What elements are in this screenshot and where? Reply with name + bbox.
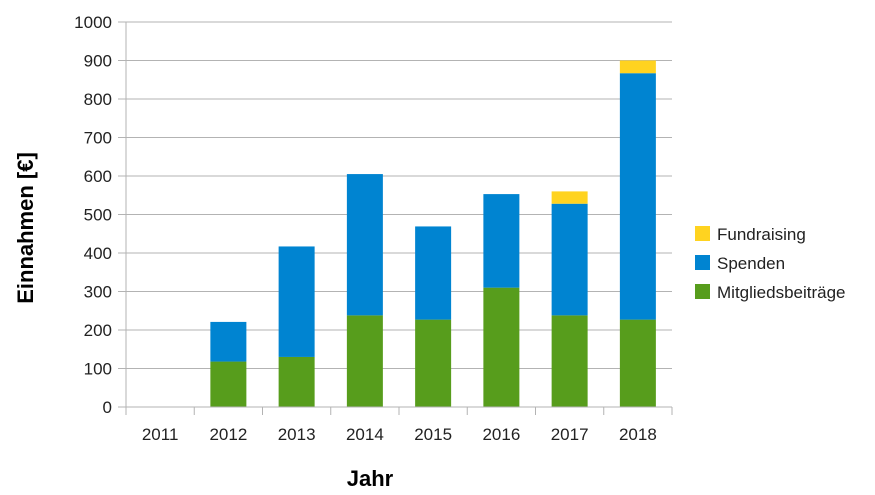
- y-axis-title: Einnahmen [€]: [13, 152, 38, 304]
- bar-spenden: [278, 246, 315, 357]
- legend-label: Spenden: [717, 254, 785, 273]
- bar-mitgliedsbeitr-ge: [415, 319, 452, 407]
- x-tick-label: 2018: [619, 425, 657, 444]
- legend-label: Fundraising: [717, 225, 806, 244]
- bar-mitgliedsbeitr-ge: [483, 287, 520, 407]
- bar-spenden: [210, 321, 247, 362]
- y-tick-label: 1000: [74, 13, 112, 32]
- x-tick-label: 2011: [142, 425, 179, 444]
- bar-mitgliedsbeitr-ge: [619, 319, 656, 407]
- y-tick-label: 100: [84, 360, 112, 379]
- bar-mitgliedsbeitr-ge: [278, 356, 315, 407]
- x-tick-label: 2014: [346, 425, 384, 444]
- bar-mitgliedsbeitr-ge: [551, 315, 588, 407]
- y-tick-label: 400: [84, 244, 112, 263]
- bar-fundraising: [619, 60, 656, 74]
- y-tick-label: 200: [84, 321, 112, 340]
- x-tick-label: 2016: [482, 425, 520, 444]
- bar-fundraising: [551, 191, 588, 204]
- legend-label: Mitgliedsbeiträge: [717, 283, 846, 302]
- legend: Fundraising Spenden Mitgliedsbeiträge: [695, 225, 846, 302]
- y-tick-label: 500: [84, 206, 112, 225]
- y-tick-label: 300: [84, 283, 112, 302]
- bar-spenden: [619, 73, 656, 320]
- x-axis-title: Jahr: [347, 466, 394, 490]
- x-tick-label: 2012: [209, 425, 247, 444]
- y-tick-label: 900: [84, 52, 112, 71]
- bar-spenden: [346, 174, 383, 316]
- x-tick-label: 2015: [414, 425, 452, 444]
- y-tick-label: 600: [84, 167, 112, 186]
- gridlines: [126, 21, 672, 369]
- bar-spenden: [483, 194, 520, 288]
- x-tick-labels: 2011 2012 2013 2014 2015 2016 2017 2018: [142, 425, 657, 444]
- y-tick-label: 700: [84, 129, 112, 148]
- bar-spenden: [415, 226, 452, 320]
- x-tick-label: 2017: [551, 425, 589, 444]
- bar-mitgliedsbeitr-ge: [210, 361, 247, 407]
- legend-swatch: [695, 255, 710, 270]
- bar-spenden: [551, 203, 588, 316]
- bar-mitgliedsbeitr-ge: [346, 315, 383, 407]
- axes: [118, 21, 673, 415]
- x-tick-label: 2013: [278, 425, 316, 444]
- bars: [210, 60, 656, 407]
- legend-swatch: [695, 284, 710, 299]
- y-tick-labels: 0 100 200 300 400 500 600 700 800 900 1000: [74, 13, 112, 417]
- y-tick-label: 800: [84, 90, 112, 109]
- legend-swatch: [695, 226, 710, 241]
- y-tick-label: 0: [103, 398, 112, 417]
